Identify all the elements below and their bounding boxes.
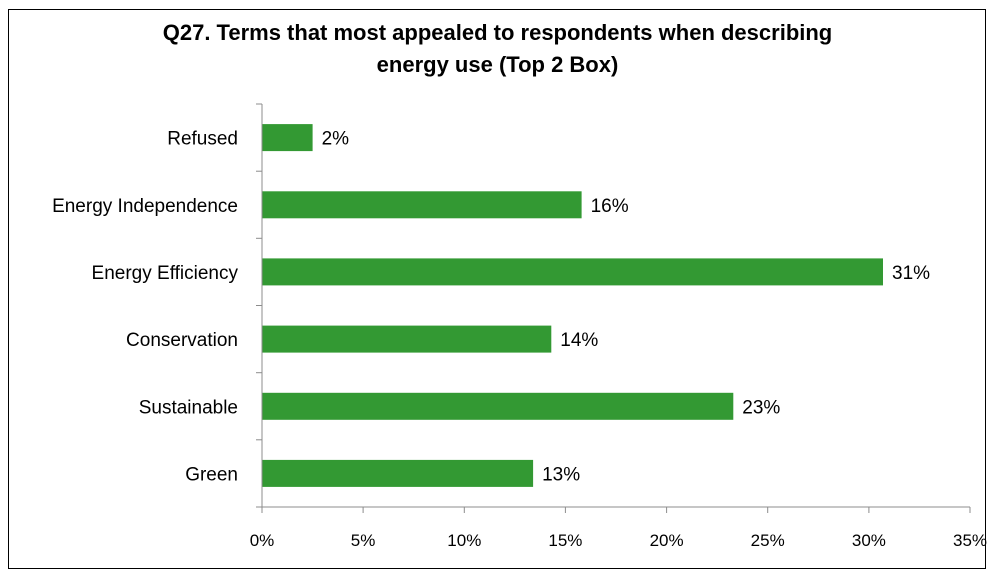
category-label: Refused — [167, 129, 238, 150]
data-label: 13% — [542, 464, 580, 485]
category-label: Conservation — [126, 330, 238, 351]
bar-energy-efficiency — [262, 258, 883, 286]
data-label: 31% — [892, 263, 930, 284]
category-label: Energy Independence — [52, 196, 238, 217]
x-tick-label: 35% — [953, 531, 987, 550]
category-label: Sustainable — [139, 397, 238, 418]
data-label: 2% — [322, 129, 350, 150]
x-tick-label: 30% — [852, 531, 886, 550]
chart-title-line-1: Q27. Terms that most appealed to respond… — [162, 20, 833, 45]
category-label: Energy Efficiency — [92, 263, 239, 284]
data-label: 16% — [591, 196, 629, 217]
x-tick-label: 25% — [751, 531, 785, 550]
bars-layer — [262, 124, 883, 487]
chart-title: Q27. Terms that most appealed to respond… — [0, 17, 995, 81]
x-tick-label: 15% — [548, 531, 582, 550]
x-tick-label: 10% — [447, 531, 481, 550]
x-tick-label: 5% — [351, 531, 376, 550]
bar-green — [262, 459, 534, 487]
data-label: 23% — [742, 397, 780, 418]
bar-conservation — [262, 325, 552, 353]
data-label: 14% — [560, 330, 598, 351]
bar-energy-independence — [262, 191, 582, 219]
axes — [256, 103, 971, 513]
bar-sustainable — [262, 392, 734, 420]
bar-refused — [262, 124, 313, 152]
x-tick-label: 0% — [250, 531, 275, 550]
labels-layer: Refused 2% Energy Independence 16% Energy Ef… — [52, 129, 987, 550]
x-tick-label: 20% — [650, 531, 684, 550]
chart-title-line-2: energy use (Top 2 Box) — [376, 52, 619, 77]
category-label: Green — [185, 464, 238, 485]
